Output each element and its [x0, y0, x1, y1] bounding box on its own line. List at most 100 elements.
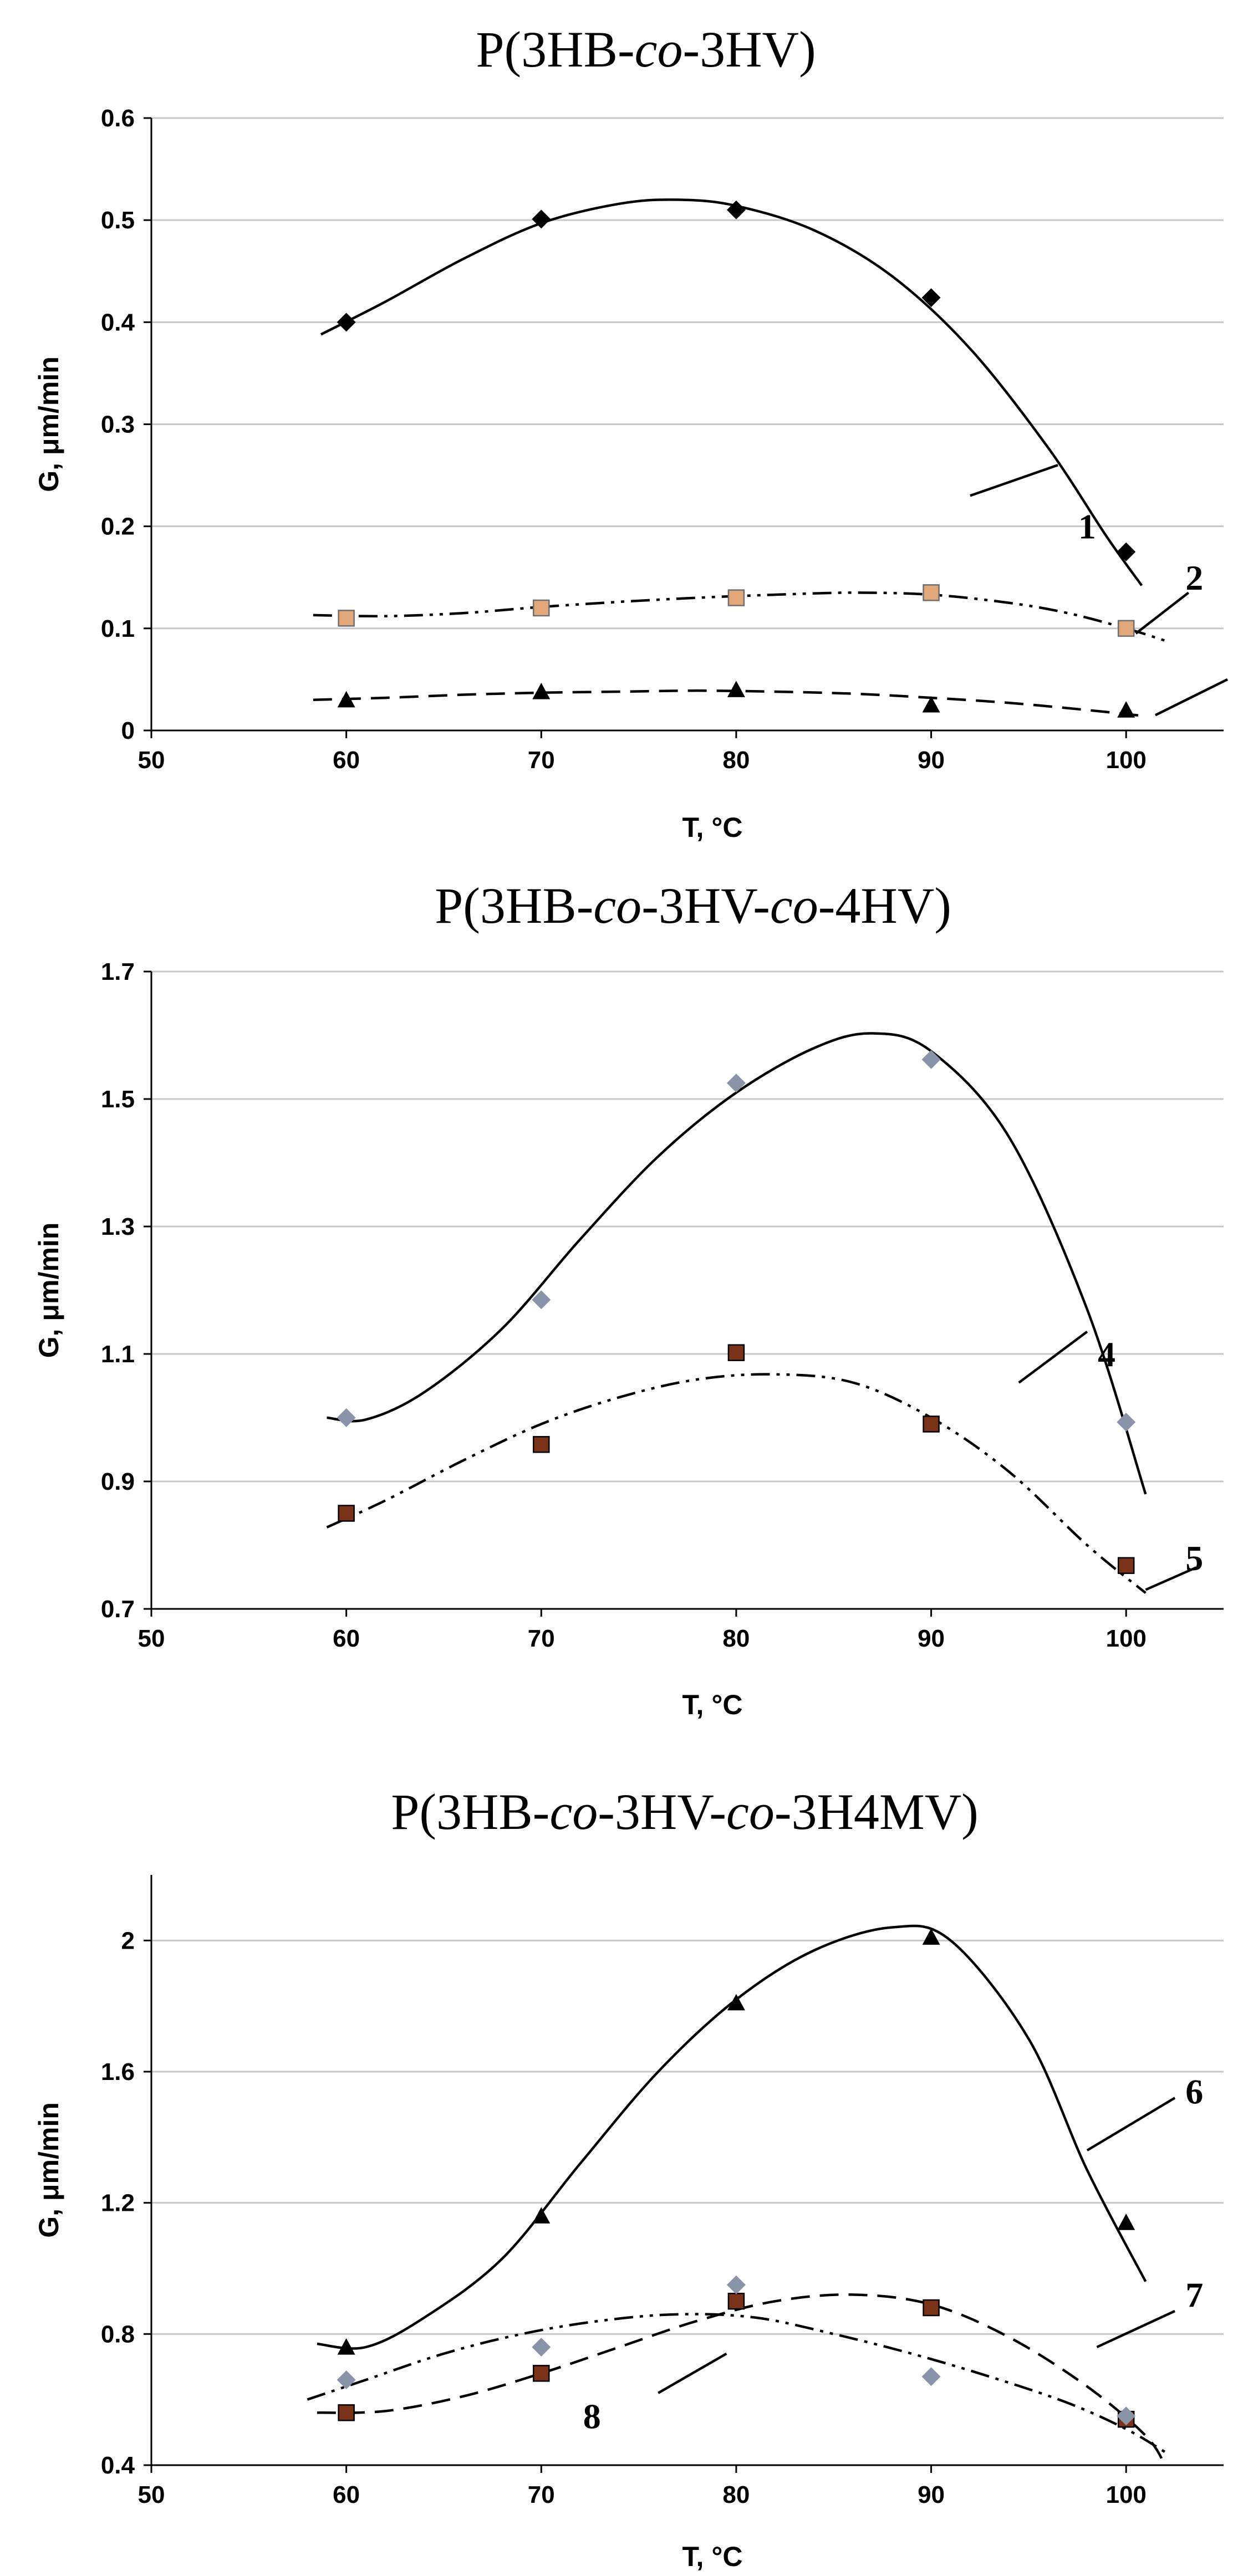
chart-panel-2: P(3HB-co-3HV-co-4HV)0.70.91.11.31.51.750… [33, 877, 1224, 1720]
x-tick-label: 90 [918, 747, 945, 774]
series-1-trendline [320, 198, 1143, 586]
data-point [1117, 701, 1135, 718]
data-point [921, 2367, 941, 2386]
series-2-label: 2 [1185, 558, 1203, 597]
data-point [921, 288, 941, 308]
data-point [337, 2338, 355, 2355]
chart-title-part: co [770, 877, 818, 934]
chart-panel-1: P(3HB-co-3HV) 0 0.1 0.2 0.3 0.4 0.5 0.6 50 60 70 80… [33, 21, 1229, 843]
x-tick-label: 60 [333, 2481, 360, 2508]
series-7: 7 [317, 2275, 1203, 2466]
x-tick-label: 70 [528, 747, 555, 774]
data-point [532, 1290, 551, 1310]
x-axis-label: T, °C [682, 1689, 743, 1720]
series-3-leader-line [1154, 678, 1229, 717]
data-point [337, 313, 356, 332]
data-point [1117, 2214, 1135, 2230]
data-point [338, 610, 355, 627]
data-point [533, 2365, 550, 2382]
chart-title-part: -3HV) [682, 21, 816, 78]
y-tick-label: 1.7 [101, 958, 135, 985]
x-tick-label: 80 [722, 2481, 750, 2508]
series-4-trendline [327, 1032, 1147, 1495]
x-tick-label: 70 [528, 2481, 555, 2508]
series-8-leader-line [658, 2352, 727, 2394]
y-tick-label: 1.1 [101, 1341, 135, 1368]
data-point [923, 1415, 940, 1433]
data-point [337, 2370, 356, 2390]
y-tick-label: 0.4 [101, 309, 135, 336]
y-tick-label: 0 [121, 717, 135, 744]
x-tick-label: 80 [722, 747, 750, 774]
series-5-trendline [326, 1373, 1147, 1594]
y-axis-label: G, μm/min [33, 2102, 64, 2238]
chart-title: P(3HB-co-3HV) [476, 21, 816, 78]
y-tick-label: 0.5 [101, 207, 135, 234]
data-point [727, 2292, 745, 2310]
series-5: 5 [326, 1344, 1203, 1594]
series-1-leader-line [970, 464, 1058, 497]
series-4: 4 [327, 1032, 1147, 1495]
series-4-label: 4 [1098, 1335, 1115, 1374]
data-point [922, 696, 940, 713]
data-point [727, 1344, 745, 1361]
series-7-trendline [317, 2293, 1166, 2466]
data-point [532, 209, 551, 229]
data-point [338, 2404, 355, 2421]
data-point [727, 589, 745, 606]
chart-title: P(3HB-co-3HV-co-4HV) [435, 877, 951, 934]
data-point [727, 1994, 745, 2011]
data-point [922, 1928, 940, 1945]
series-1-label: 1 [1078, 507, 1096, 546]
x-axis-label: T, °C [682, 812, 743, 843]
y-tick-label: 0.4 [101, 2452, 135, 2479]
data-point [1117, 2406, 1136, 2426]
y-tick-label: 0.7 [101, 1596, 135, 1623]
y-axis-label: G, μm/min [33, 356, 64, 492]
data-point [532, 2338, 551, 2357]
chart-title-part: -3HV- [641, 877, 770, 934]
chart-title-part: co [593, 877, 641, 934]
series-5-label: 5 [1185, 1539, 1203, 1578]
x-tick-label: 50 [138, 2481, 165, 2508]
y-tick-label: 1.2 [101, 2190, 135, 2217]
chart-title-part: -3H4MV) [775, 1783, 979, 1840]
series-4-leader-line [1018, 1330, 1088, 1384]
x-tick-label: 100 [1106, 2481, 1146, 2508]
x-tick-label: 70 [528, 1625, 555, 1652]
data-point [726, 200, 746, 219]
series-2-leader-line [1135, 591, 1190, 635]
series-1: 1 [320, 198, 1143, 586]
chart-title-part: -3HV- [598, 1783, 726, 1840]
y-tick-label: 0.8 [101, 2321, 135, 2348]
data-point [533, 1436, 550, 1453]
series-6-leader-line [1086, 2097, 1176, 2151]
x-tick-label: 50 [138, 747, 165, 774]
y-tick-label: 0.9 [101, 1468, 135, 1495]
data-point [923, 584, 940, 601]
x-tick-label: 90 [918, 2481, 945, 2508]
series-5-leader-line [1145, 1566, 1197, 1591]
y-tick-label: 1.5 [101, 1086, 135, 1113]
chart-title-part: co [635, 21, 683, 78]
data-point [923, 2299, 940, 2317]
chart-title-part: -4HV) [818, 877, 951, 934]
series-8: 8 [307, 2275, 1166, 2454]
x-tick-label: 60 [333, 1625, 360, 1652]
x-tick-label: 50 [138, 1625, 165, 1652]
data-point [1117, 542, 1136, 561]
chart-title: P(3HB-co-3HV-co-3H4MV) [391, 1783, 979, 1840]
y-axis-label: G, μm/min [33, 1223, 64, 1358]
x-tick-label: 100 [1106, 1625, 1146, 1652]
y-tick-label: 2 [121, 1927, 135, 1954]
data-point [337, 691, 355, 708]
series-8-trendline [307, 2313, 1166, 2454]
data-point [921, 1050, 941, 1069]
x-tick-label: 80 [722, 1625, 750, 1652]
series-6: 6 [317, 1924, 1203, 2355]
data-point [337, 1408, 356, 1427]
data-point [1117, 1557, 1135, 1575]
data-point [532, 683, 551, 699]
